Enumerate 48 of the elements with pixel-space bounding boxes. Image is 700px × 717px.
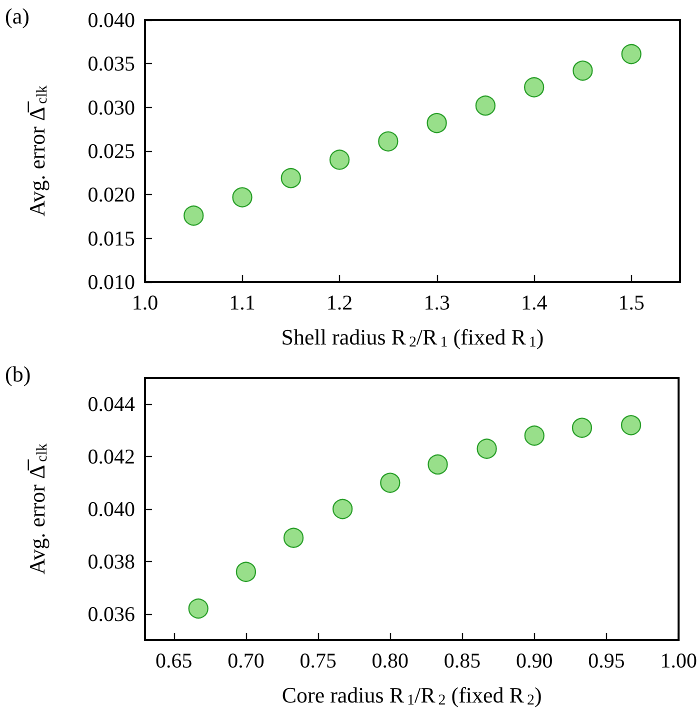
chart-title: (b): [5, 362, 31, 386]
x-tick-label: 0.90: [516, 648, 553, 672]
point: [378, 131, 398, 152]
x-tick-label: 0.75: [300, 648, 336, 672]
x-tick-label: 1.1: [229, 290, 256, 314]
x-tick-label: 1.4: [520, 290, 548, 314]
point: [184, 206, 204, 226]
point: [332, 498, 353, 520]
x-tick-label: 0.85: [444, 648, 481, 672]
y-tick-label: 0.030: [88, 95, 135, 120]
point: [621, 44, 642, 64]
point: [524, 77, 544, 98]
point: [572, 60, 593, 81]
x-tick-label: 1.5: [618, 290, 644, 314]
chart-title: (a): [5, 4, 30, 28]
y-tick-label: 0.035: [88, 52, 135, 76]
x-tick-label: 0.95: [588, 648, 625, 672]
y-tick-label: 0.036: [88, 602, 135, 626]
y-tick-label: 0.015: [88, 226, 135, 250]
y-tick-label: 0.042: [88, 444, 135, 469]
y-tick-label: 0.020: [88, 182, 135, 207]
x-tick-label: 0.80: [372, 648, 409, 672]
point: [620, 415, 642, 436]
x-tick-label: 0.65: [155, 648, 192, 672]
point: [475, 95, 496, 116]
point: [380, 472, 400, 493]
x-tick-label: 1.2: [326, 290, 353, 314]
y-tick-label: 0.040: [88, 497, 135, 521]
point: [329, 150, 350, 170]
point: [232, 187, 252, 208]
point: [428, 454, 448, 475]
x-tick-label: 1.3: [424, 290, 450, 314]
x-tick-label: 1.00: [660, 648, 697, 672]
point: [236, 562, 256, 582]
point: [283, 528, 304, 548]
y-axis-title: Avg. error Δ̅clk: [24, 443, 50, 574]
y-tick-label: 0.044: [88, 392, 136, 416]
point: [280, 168, 302, 188]
y-axis-title: Avg. error Δ̅clk: [24, 85, 50, 216]
y-tick-label: 0.038: [88, 549, 135, 574]
y-tick-label: 0.040: [88, 8, 135, 32]
y-tick-label: 0.025: [88, 139, 135, 163]
point: [426, 112, 447, 134]
point: [188, 598, 208, 619]
point: [572, 418, 592, 438]
point: [476, 438, 497, 459]
point: [524, 426, 544, 446]
x-tick-label: 0.70: [228, 648, 264, 672]
